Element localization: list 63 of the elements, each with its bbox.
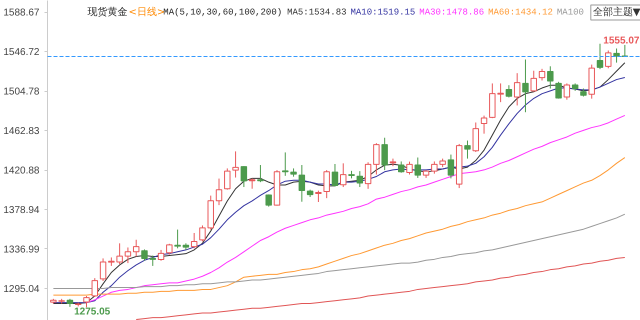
candlestick [414,156,422,178]
candlestick [190,232,198,249]
candlestick [555,81,562,100]
text: MA5:1534.83 [287,8,347,18]
candlestick [265,194,272,208]
candlestick [323,170,330,199]
candlestick [497,82,504,103]
candlestick [166,243,173,256]
candlestick [216,178,222,206]
candlestick [224,168,231,190]
candlestick [356,170,364,188]
annotation: 1275.05 [74,306,111,318]
candlestick [596,43,604,70]
candlestick [124,246,132,264]
candlestick [315,190,322,203]
candlestick [489,82,496,119]
candlestick [298,164,306,202]
candlestick [332,163,338,187]
candlestick [141,248,148,262]
text: MA30:1478.86 [419,8,484,18]
y-tick-label: 1546.72 [3,47,40,58]
y-tick-label: 1504.78 [3,86,40,98]
line-series [52,157,626,296]
candlestick [514,72,520,106]
candlestick [240,166,248,188]
candlestick [464,140,471,160]
candlestick [538,68,546,81]
y-tick-label: 1588.67 [3,8,40,19]
candlestick [373,142,380,176]
candlestick [92,278,98,298]
candlestick [199,224,206,242]
candlestick [564,82,570,100]
candlestick [158,249,164,262]
text: MA100 [556,8,584,18]
candlestick [340,162,346,188]
candlestick [132,239,140,257]
y-tick-label: 1336.99 [3,244,40,256]
candlestick [547,66,554,89]
candlestick [381,137,388,171]
candlestick [406,161,413,176]
candlestick [116,242,123,265]
candlestick [522,59,529,113]
candlestick [232,150,239,178]
text: MA60:1434.12 [488,8,553,18]
candlestick [83,296,90,308]
candlestick [364,162,372,190]
annotation: 1555.07 [603,36,640,47]
text: MA10:1519.15 [350,8,416,18]
candlestick [472,122,479,153]
candlestick [150,255,156,266]
line-series [136,256,626,320]
y-tick-label: 1378.94 [3,205,40,216]
candlestick [605,50,612,69]
candlestick [530,70,537,92]
candlestick [480,115,488,134]
y-tick-label: 1295.04 [3,284,40,295]
candlestick [448,154,454,179]
annotation: MA(5,10,30,60,100,200) [163,8,282,18]
candlestick [506,84,512,98]
y-tick-label: 1420.88 [3,166,40,177]
y-tick-label: 1462.83 [3,126,40,138]
candlestick [282,152,289,176]
text: 现货黄金 [88,6,128,18]
